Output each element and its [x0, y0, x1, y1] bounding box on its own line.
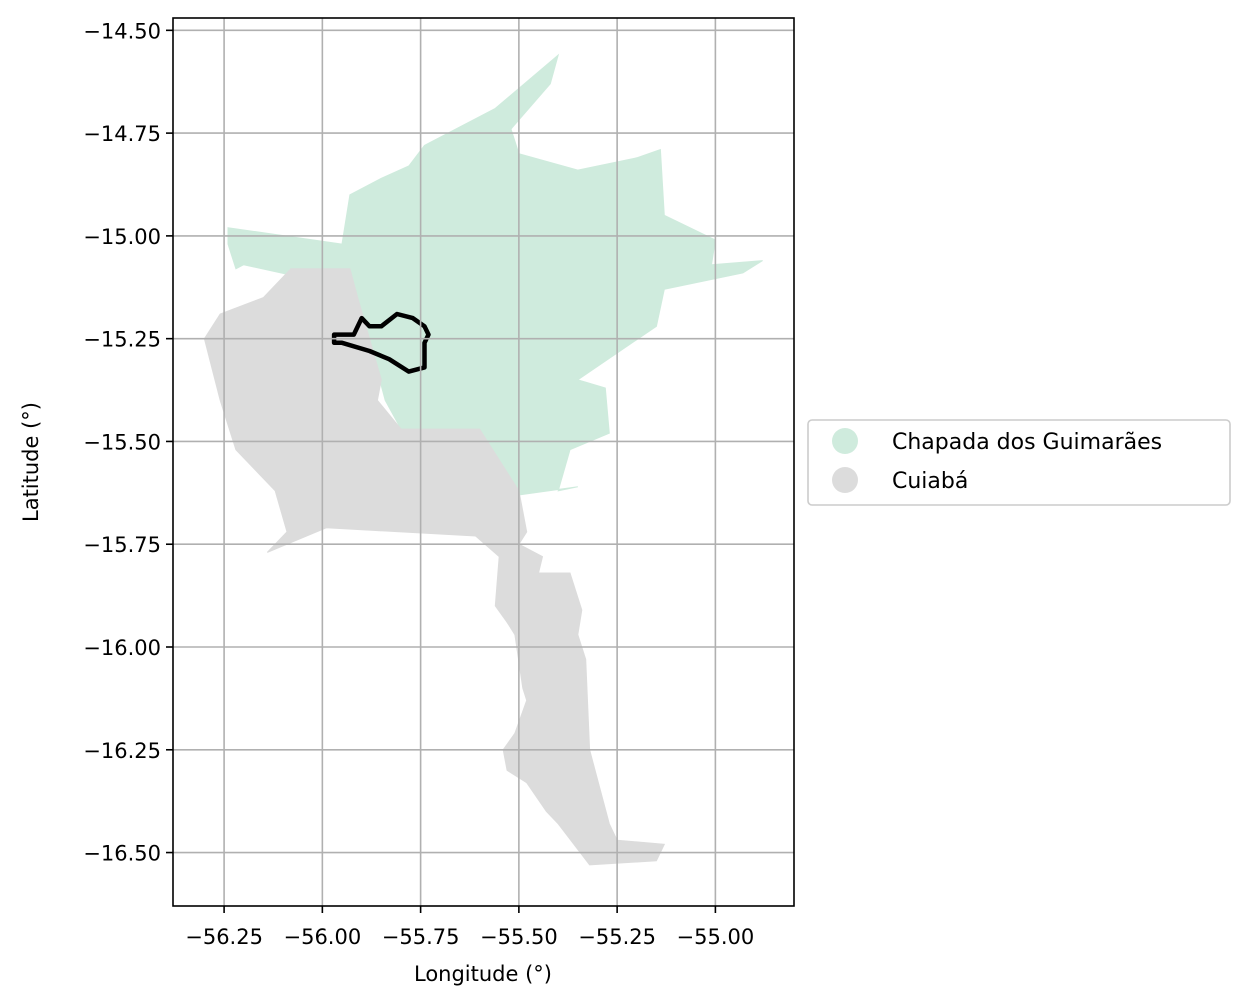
legend-label-chapada: Chapada dos Guimarães — [892, 430, 1162, 455]
x-tick-label: −55.50 — [480, 925, 558, 949]
y-tick-label: −15.50 — [83, 430, 161, 454]
y-tick-label: −15.25 — [83, 328, 161, 352]
y-tick-label: −15.00 — [83, 225, 161, 249]
x-axis-label: Longitude (°) — [414, 962, 552, 986]
legend: Chapada dos Guimarães Cuiabá — [808, 420, 1230, 505]
x-tick-label: −56.25 — [185, 925, 263, 949]
plot-area — [173, 18, 794, 906]
y-tick-label: −16.00 — [83, 636, 161, 660]
x-tick-label: −56.00 — [283, 925, 361, 949]
y-axis-label: Latitude (°) — [19, 402, 43, 522]
map-regions — [204, 55, 762, 865]
y-tick-label: −14.75 — [83, 122, 161, 146]
legend-marker-cuiaba — [832, 467, 858, 493]
y-tick-label: −15.75 — [83, 533, 161, 557]
x-axis-ticks: −56.25 −56.00 −55.75 −55.50 −55.25 −55.00 — [185, 906, 754, 949]
x-tick-label: −55.25 — [578, 925, 656, 949]
y-axis-ticks: −14.50 −14.75 −15.00 −15.25 −15.50 −15.75 −16.… — [83, 19, 173, 865]
legend-label-cuiaba: Cuiabá — [892, 469, 968, 494]
x-tick-label: −55.75 — [382, 925, 460, 949]
legend-marker-chapada — [832, 428, 858, 454]
y-tick-label: −16.25 — [83, 739, 161, 763]
y-tick-label: −16.50 — [83, 842, 161, 866]
y-tick-label: −14.50 — [83, 19, 161, 43]
x-tick-label: −55.00 — [677, 925, 755, 949]
